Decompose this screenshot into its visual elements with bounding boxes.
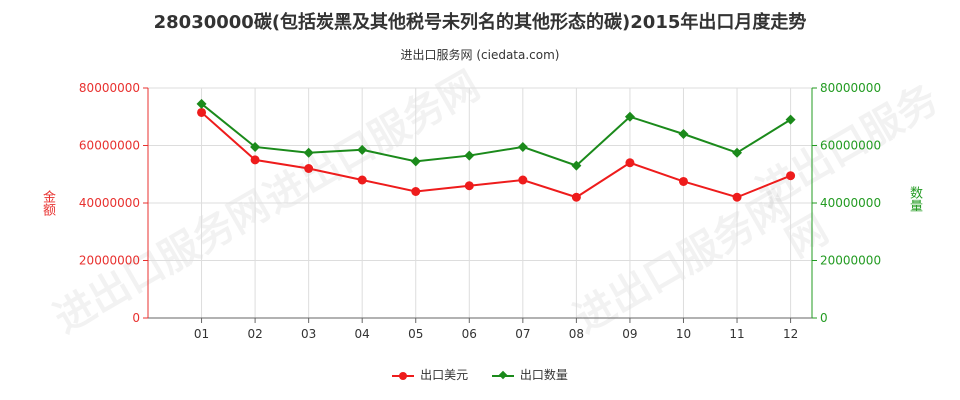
x-tick-label: 06 <box>462 327 477 341</box>
x-tick-label: 12 <box>783 327 798 341</box>
data-point <box>357 175 367 185</box>
chart-legend: 出口美元 出口数量 <box>0 366 960 383</box>
legend-label: 出口美元 <box>420 368 469 382</box>
data-point <box>250 141 261 152</box>
right-tick-label: 80000000 <box>820 81 881 95</box>
right-tick-label: 20000000 <box>820 254 881 268</box>
data-point <box>624 111 635 122</box>
x-tick-label: 09 <box>622 327 637 341</box>
left-tick-label: 80000000 <box>79 81 140 95</box>
data-point <box>517 141 528 152</box>
data-point <box>303 147 314 158</box>
series-line-export-quantity <box>200 103 792 167</box>
data-point <box>464 181 474 191</box>
data-point <box>786 171 796 181</box>
data-point <box>571 160 582 171</box>
left-tick-label: 40000000 <box>79 196 140 210</box>
left-tick-label: 0 <box>132 311 140 325</box>
data-point <box>410 156 421 167</box>
data-point <box>464 150 475 161</box>
x-tick-label: 07 <box>515 327 530 341</box>
data-point <box>357 144 368 155</box>
x-tick-label: 05 <box>408 327 423 341</box>
legend-swatch-green <box>491 370 514 379</box>
legend-item-export-usd[interactable]: 出口美元 <box>392 366 468 383</box>
x-tick-label: 02 <box>247 327 262 341</box>
data-point <box>196 98 207 109</box>
data-point <box>571 192 581 202</box>
series-line-export-usd <box>200 111 791 199</box>
right-tick-label: 60000000 <box>820 139 881 153</box>
data-point <box>678 129 689 139</box>
legend-label: 出口数量 <box>519 368 568 382</box>
right-tick-label: 0 <box>820 311 828 325</box>
data-point <box>197 107 207 117</box>
right-axis-label: 数量 <box>907 186 922 212</box>
left-tick-label: 20000000 <box>79 254 140 268</box>
data-point <box>732 192 742 202</box>
data-point <box>411 187 421 196</box>
x-tick-label: 10 <box>676 327 691 341</box>
x-tick-label: 08 <box>569 327 584 341</box>
x-tick-label: 11 <box>729 327 744 341</box>
data-point <box>250 155 260 165</box>
x-tick-label: 04 <box>355 327 370 341</box>
data-point <box>304 164 314 173</box>
data-point <box>518 175 528 185</box>
right-tick-label: 40000000 <box>820 196 881 210</box>
legend-item-export-quantity[interactable]: 出口数量 <box>491 366 568 383</box>
data-point <box>625 158 635 168</box>
data-point <box>678 176 688 186</box>
left-axis-label: 金额 <box>40 190 55 216</box>
chart-subtitle: 进出口服务网 (ciedata.com) <box>400 48 560 62</box>
x-tick-label: 01 <box>194 327 209 341</box>
data-point <box>732 147 743 158</box>
x-tick-label: 03 <box>301 327 316 341</box>
data-point <box>785 114 796 125</box>
chart-title: 28030000碳(包括炭黑及其他税号未列名的其他形态的碳)2015年出口月度走… <box>153 12 807 33</box>
legend-swatch-red <box>392 371 415 380</box>
left-tick-label: 60000000 <box>79 139 140 153</box>
